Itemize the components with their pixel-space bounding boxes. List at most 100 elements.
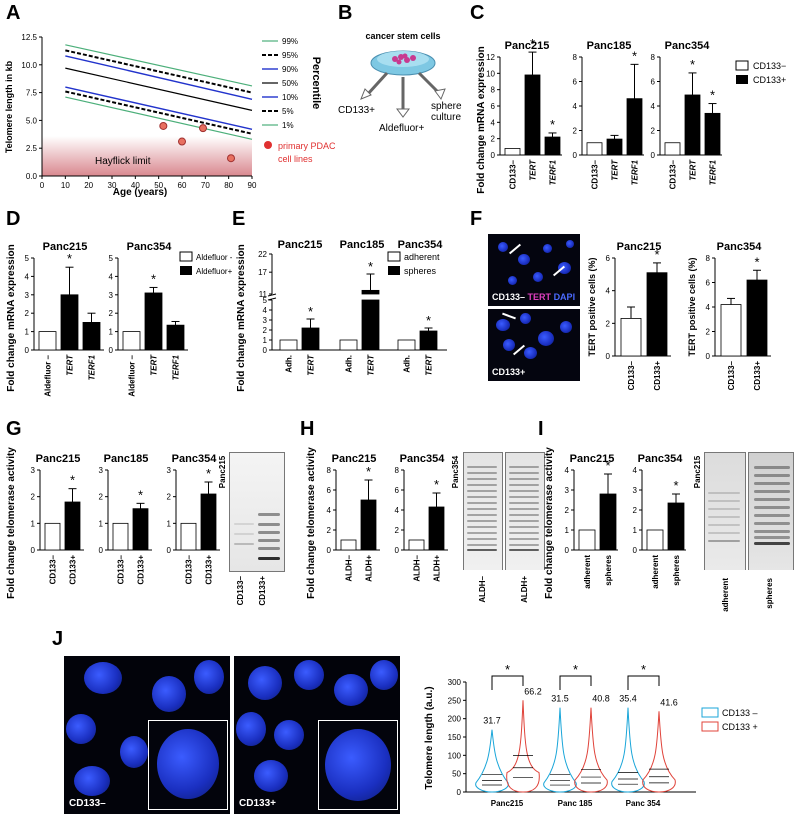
j-median-label-2: 31.5 (551, 694, 569, 704)
e-title-1: Panc185 (340, 239, 385, 251)
i-gel-bands-lane1-band3 (754, 490, 790, 493)
d1-ytick-label-0: 0 (109, 346, 114, 355)
j-legend-neg: CD133 – (722, 708, 758, 718)
h-plots-1-title: Panc354 (400, 453, 446, 465)
j-violin-0 (475, 729, 509, 793)
g-plots-1-cat-0: CD133– (117, 554, 126, 584)
d0-ytick-label-0: 0 (25, 346, 30, 355)
j-ytick-label-2: 100 (448, 751, 462, 760)
g-gel-bands-lane1-band4 (258, 547, 280, 550)
c0-title: Panc215 (505, 40, 550, 52)
c0-plot: 0 2 4 6 8 10 12 Panc215 CD133– * TERT * TERF1 (486, 36, 562, 189)
panel-label-i: I (538, 418, 544, 440)
j-group-label-1: Panc 185 (558, 799, 593, 808)
i-gel-bands-lane0-band1 (708, 500, 740, 502)
d0-ytick-label-2: 2 (25, 309, 30, 318)
c1-bar-0 (586, 142, 603, 156)
d-legend-pos-swatch (180, 266, 192, 275)
i-gel-bands-lane0-band2 (708, 508, 740, 510)
j-group-label-2: Panc 354 (626, 799, 661, 808)
e-cat-4: Adh. (403, 355, 412, 373)
a-xtick-label-2: 20 (84, 181, 93, 190)
f1-bar-0 (720, 304, 742, 357)
e-bar-3-lower (361, 299, 380, 351)
j-micrograph-cd133-pos: CD133+ (234, 656, 400, 814)
g-plots-0-star-1: * (70, 473, 75, 488)
d1-cat-0: Aldefluor – (128, 354, 137, 396)
a-percentile-line-6 (65, 96, 253, 140)
e-title-0: Panc215 (278, 239, 323, 251)
e-cat-3: TERT (367, 354, 376, 376)
e-cat-5: TERT (425, 354, 434, 376)
a-ytick-label-3: 7.5 (26, 89, 38, 98)
i-plots-1-ytick-label-4: 4 (633, 466, 638, 475)
a-ylabel: Telomere length in kb (4, 60, 14, 153)
j-ytick-label-1: 50 (452, 770, 461, 779)
i-gel-bands-lane1-band5 (754, 506, 790, 509)
c2-ytick-label-2: 4 (651, 102, 656, 111)
c1-ytick-label-1: 2 (573, 127, 578, 136)
j-sig-bracket-2 (627, 675, 660, 690)
c0-ytick-label-6: 12 (486, 53, 495, 62)
j-legend-pos-swatch (701, 721, 719, 732)
a-percentile-line-2 (65, 55, 253, 100)
h-gel-bands-lane1-band1 (509, 472, 539, 474)
h-gel-cat-2: ALDH+ (520, 576, 529, 603)
a-ytick-label-2: 5.0 (26, 116, 38, 125)
f0-bar-0 (620, 318, 642, 357)
g-plots-1-bar-1 (132, 508, 149, 551)
panel-d-chart: Fold change mRNA expression 0 1 2 3 4 5 Panc21… (6, 241, 232, 397)
g-gel-bands-lane1-band2 (258, 531, 280, 534)
d1-bar-1 (144, 292, 163, 351)
f0-plot: 0 2 4 6 Panc215 CD133– * CD133+ (606, 241, 671, 391)
h-plots-0-ytick-label-3: 6 (327, 486, 332, 495)
d1-ytick-label-1: 1 (109, 328, 114, 337)
d0-cat-1: TERT (66, 354, 75, 376)
h-gel-bands-lane1-band8 (509, 514, 539, 516)
a-xtick-label-1: 10 (61, 181, 70, 190)
h-gel (463, 452, 545, 570)
c0-cat-0: CD133– (509, 159, 518, 189)
e-star-1: * (308, 304, 313, 319)
i-plots-0-ytick-label-4: 4 (565, 466, 570, 475)
i-gel-labels: Panc215 adherent spheres (693, 455, 774, 612)
d1-title: Panc354 (127, 241, 173, 253)
d1-ytick-label-4: 4 (109, 272, 114, 281)
panel-b-diagram: cancer stem cells CD133+ Aldefluor+ sphe… (338, 31, 462, 134)
c2-bar-1 (684, 94, 701, 156)
f0-ytick-label-2: 4 (606, 287, 611, 296)
f1-ytick-label-1: 2 (706, 328, 711, 337)
c1-bar-2 (626, 98, 643, 156)
h-gel-bands-lane1-band12 (509, 538, 539, 540)
a-ytick-label-4: 10.0 (21, 61, 37, 70)
a-xtick-label-9: 90 (248, 181, 257, 190)
a-xtick-label-4: 40 (131, 181, 140, 190)
g-plots-1-ytick-label-0: 0 (99, 546, 104, 555)
c2-ytick-label-0: 0 (651, 151, 656, 160)
j-img2-label: CD133+ (239, 798, 276, 809)
d1-plot: 0 1 2 3 4 5 Panc354 Aldefluor – * TERT TERF1 (109, 241, 188, 397)
h-gel-bands-lane0-band14 (467, 549, 497, 551)
f1-star-1: * (754, 254, 759, 269)
g-plots-0-ytick-label-2: 2 (31, 493, 36, 502)
g-plots-2-star-1: * (206, 466, 211, 481)
g-gel-bands-lane0-band1 (234, 533, 254, 535)
d0-ytick-label-1: 1 (25, 328, 30, 337)
f1-plot: 0 2 4 6 8 Panc354 CD133– * CD133+ (706, 241, 771, 391)
i-plots-0-cat-0: adherent (583, 555, 592, 589)
d1-ytick-label-3: 3 (109, 291, 114, 300)
e-bar-2 (339, 339, 358, 351)
i-plots-1-ytick-label-0: 0 (633, 546, 638, 555)
j-ytick-label-3: 150 (448, 733, 462, 742)
d-legend-pos: Aldefluor+ (196, 267, 232, 276)
j-sig-star-0: * (505, 662, 510, 677)
a-legend-label-6: 1% (282, 121, 294, 130)
e-star-3: * (368, 259, 373, 274)
i-gel-bands-lane0-band5 (708, 532, 740, 534)
e-bar-3-upper (361, 289, 380, 295)
g-plots-2-title: Panc354 (172, 453, 218, 465)
i-gel-bands-lane1-band4 (754, 498, 790, 501)
a-legend-label-2: 90% (282, 65, 298, 74)
f0-ytick-label-3: 6 (606, 254, 611, 263)
panel-a-chart: 0.0 2.5 5.0 7.5 10.0 12.5 0 10 20 30 40 50 60 70 80 90… (4, 33, 335, 198)
